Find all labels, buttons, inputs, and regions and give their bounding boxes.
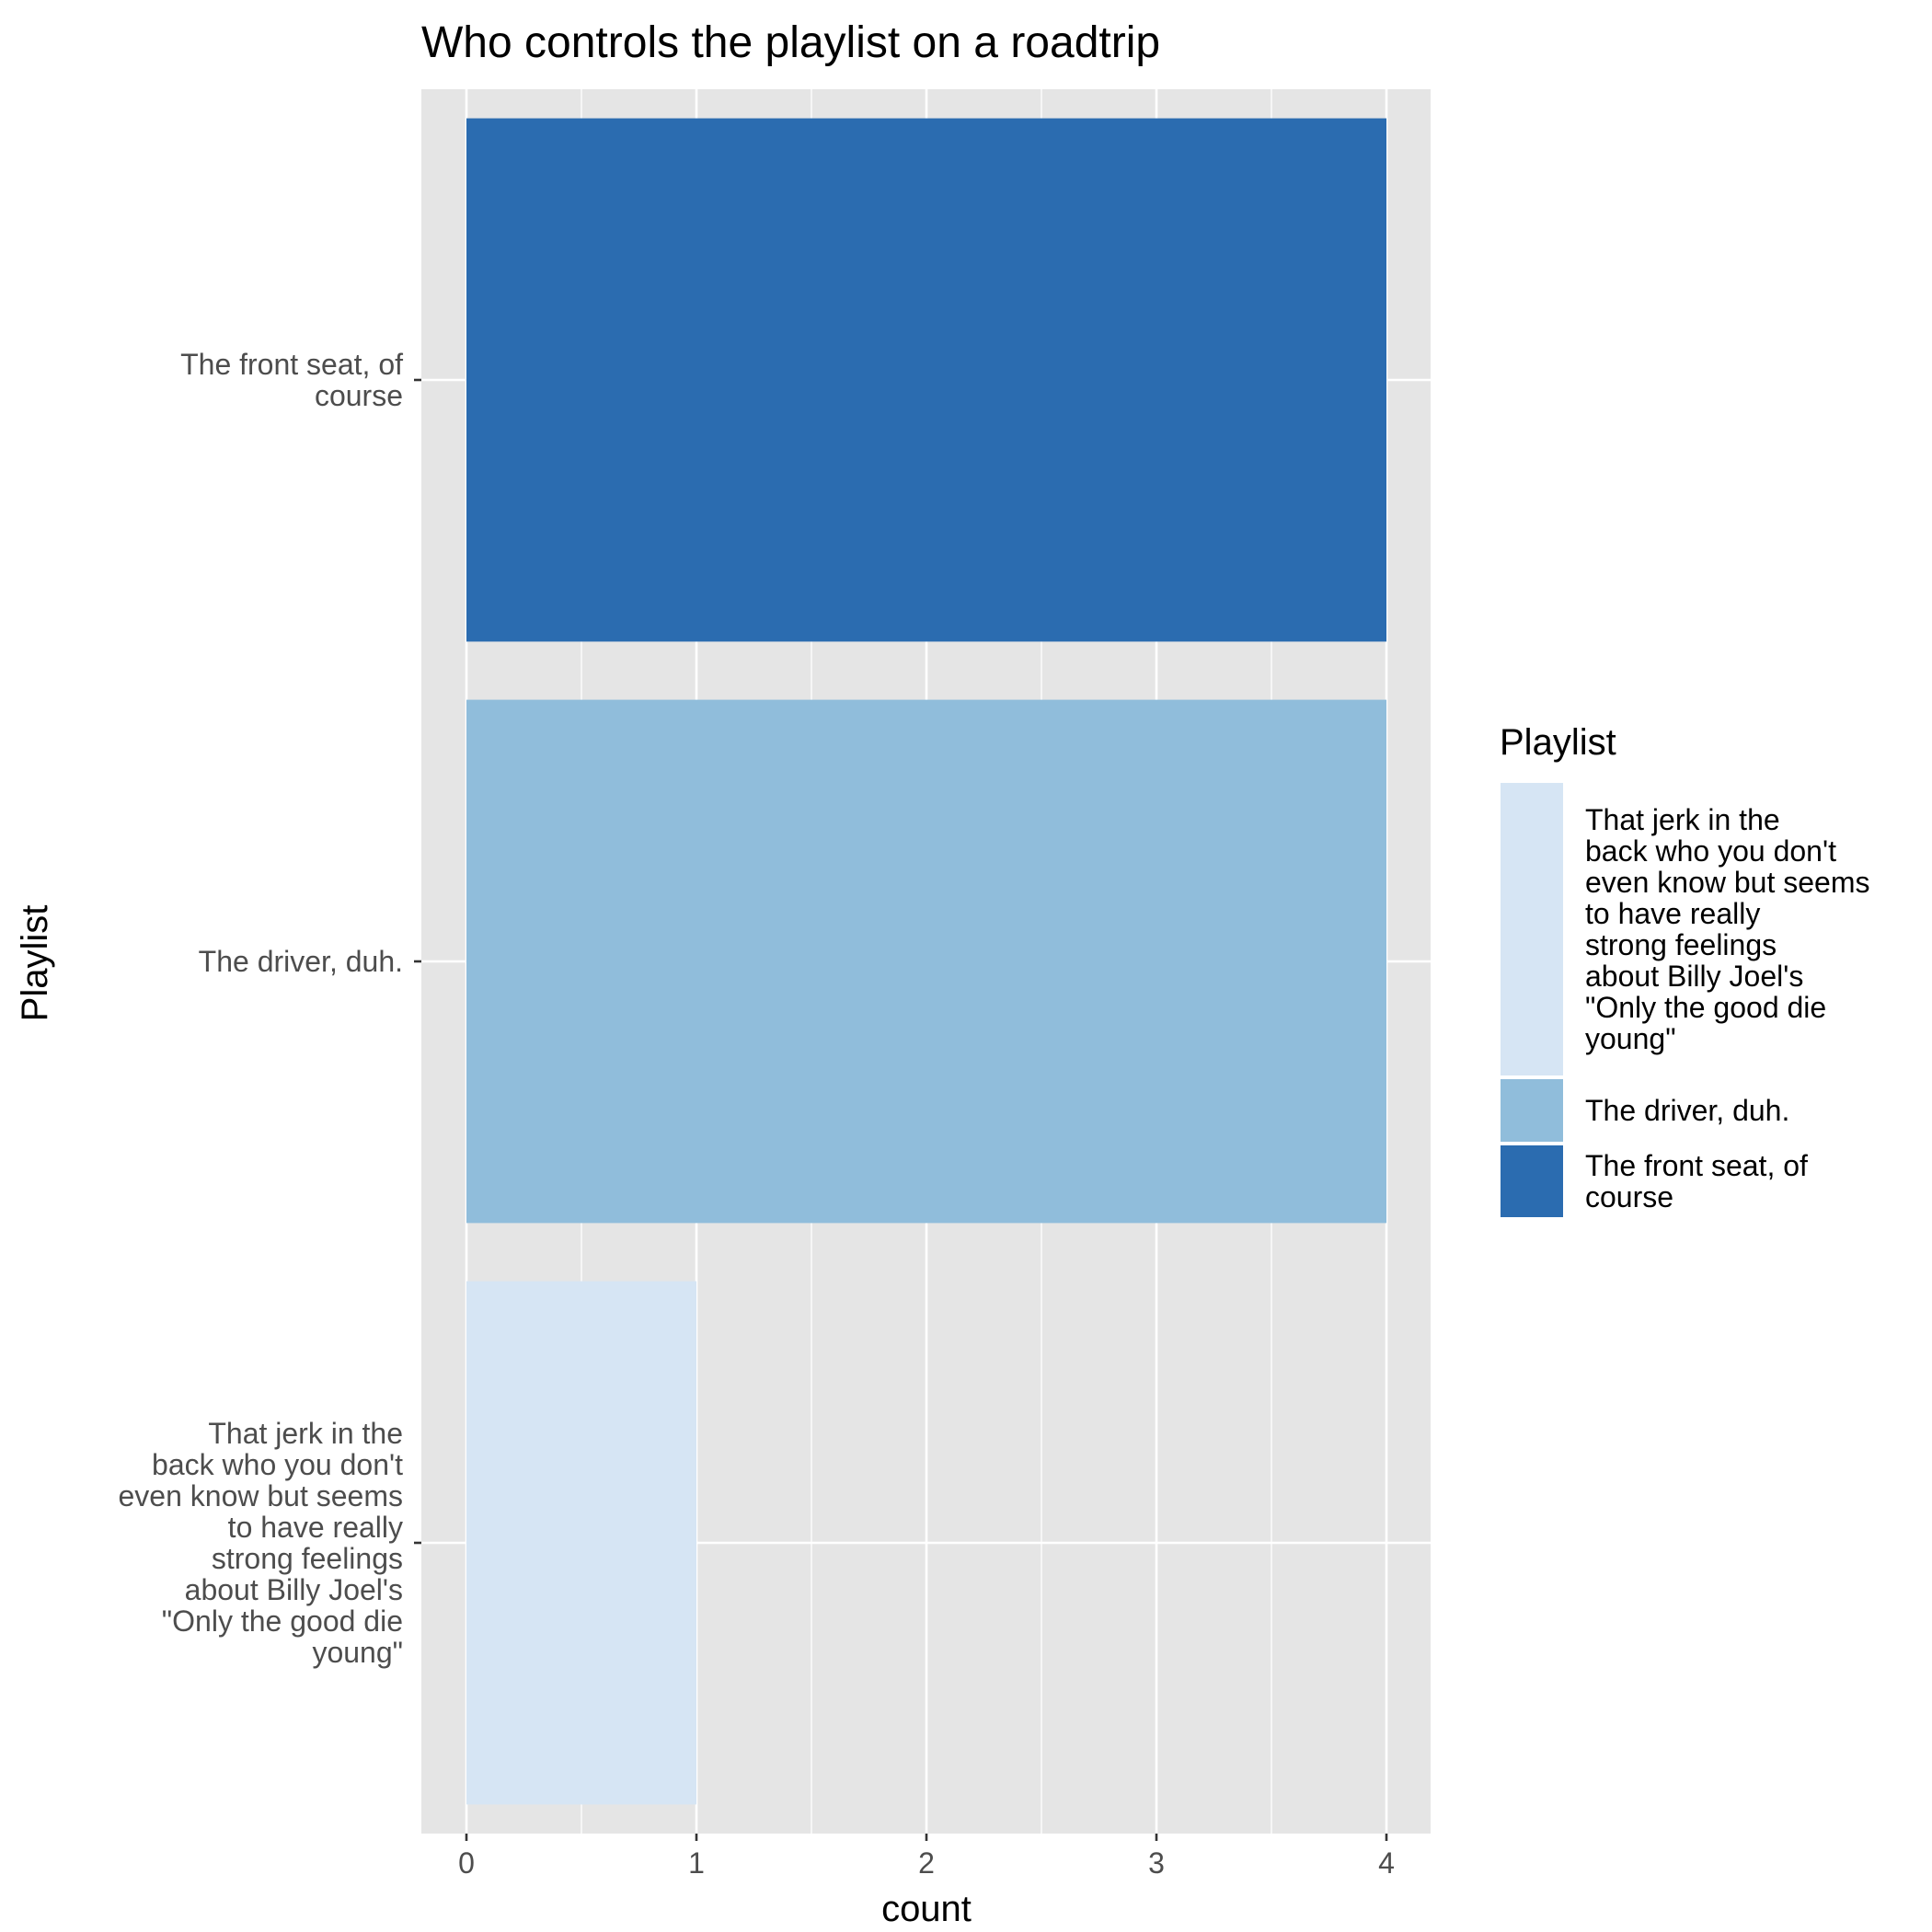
y-tick-label-line: "Only the good die (162, 1604, 403, 1638)
legend-swatch (1499, 781, 1565, 1077)
y-tick-label: That jerk in the back who you don't even k… (119, 1417, 404, 1669)
legend-label: The front seat, of course (1585, 1149, 1808, 1213)
x-tick-label: 0 (458, 1846, 475, 1880)
x-tick-label: 2 (918, 1846, 935, 1880)
y-tick-label-line: The driver, duh. (199, 945, 403, 978)
legend-label-line: The front seat, of (1585, 1149, 1808, 1182)
y-tick-label: The driver, duh. (199, 945, 403, 978)
x-axis-title: count (881, 1889, 972, 1929)
y-axis-ticks: The front seat, of course The driver, duh.… (119, 348, 421, 1669)
legend-label-line: course (1585, 1180, 1673, 1213)
legend-label-line: back who you don't (1585, 834, 1836, 868)
legend-label-line: "Only the good die (1585, 991, 1826, 1024)
x-tick-label: 1 (688, 1846, 705, 1880)
y-tick-label: The front seat, of course (180, 348, 403, 412)
y-tick-label-line: strong feelings (212, 1542, 403, 1575)
legend-label: That jerk in the back who you don't even k… (1585, 803, 1870, 1055)
plot-panel (421, 89, 1431, 1834)
legend-label-line: even know but seems (1585, 866, 1870, 899)
legend-label: The driver, duh. (1585, 1094, 1789, 1127)
y-tick-label-line: back who you don't (152, 1448, 403, 1481)
legend-title: Playlist (1500, 722, 1616, 763)
legend: Playlist That jerk in the back who you do… (1499, 722, 1870, 1219)
legend-label-line: about Billy Joel's (1585, 960, 1803, 993)
bar (466, 1281, 696, 1805)
x-tick-label: 3 (1148, 1846, 1165, 1880)
y-tick-label-line: The front seat, of (180, 348, 403, 381)
y-tick-label-line: course (315, 379, 403, 412)
y-tick-label-line: young" (312, 1636, 403, 1669)
chart-title: Who controls the playlist on a roadtrip (421, 18, 1160, 67)
y-axis-title: Playlist (15, 905, 55, 1022)
legend-label-line: young" (1585, 1022, 1676, 1055)
legend-label-line: strong feelings (1585, 928, 1777, 961)
y-tick-label-line: That jerk in the (208, 1417, 403, 1450)
y-tick-label-line: even know but seems (119, 1479, 404, 1512)
bar (466, 118, 1386, 642)
legend-swatch (1499, 1077, 1565, 1144)
bar (466, 699, 1386, 1224)
x-tick-label: 4 (1378, 1846, 1395, 1880)
y-tick-label-line: to have really (228, 1511, 403, 1544)
legend-label-line: to have really (1585, 897, 1760, 930)
y-tick-label-line: about Billy Joel's (185, 1573, 403, 1606)
x-axis-ticks: 0 1 2 3 4 (458, 1834, 1395, 1880)
legend-label-line: That jerk in the (1585, 803, 1780, 836)
legend-label-line: The driver, duh. (1585, 1094, 1789, 1127)
legend-swatch (1499, 1144, 1565, 1219)
